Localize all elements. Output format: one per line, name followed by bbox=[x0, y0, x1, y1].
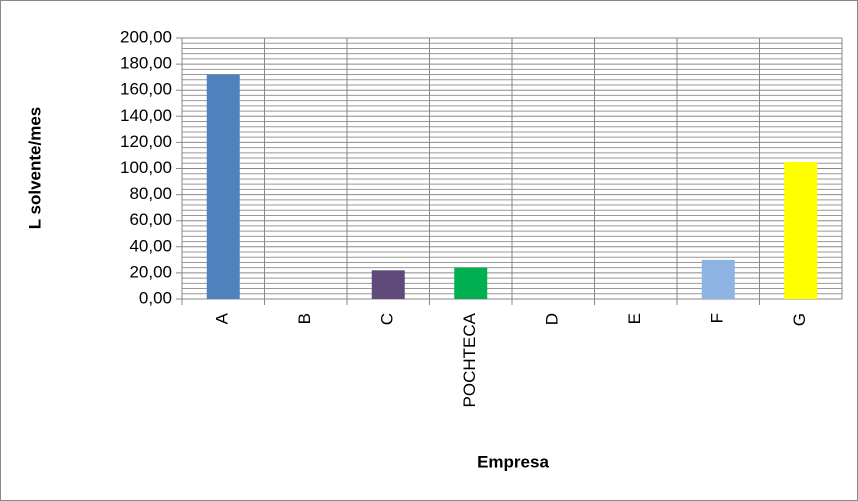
x-tick-label: A bbox=[213, 312, 232, 324]
y-tick-label: 60,00 bbox=[129, 210, 172, 229]
y-tick-label: 20,00 bbox=[129, 262, 172, 281]
x-tick-label: C bbox=[378, 313, 397, 325]
x-tick-label: B bbox=[295, 313, 314, 324]
y-tick-label: 180,00 bbox=[120, 54, 172, 73]
x-tick-label: POCHTECA bbox=[460, 312, 479, 407]
y-axis-title: L solvente/mes bbox=[25, 107, 44, 230]
x-axis-title: Empresa bbox=[477, 452, 549, 471]
bar bbox=[701, 259, 735, 299]
y-tick-label: 100,00 bbox=[120, 158, 172, 177]
bar bbox=[206, 74, 240, 299]
x-tick-label: G bbox=[790, 313, 809, 326]
x-tick-label: D bbox=[543, 313, 562, 325]
y-tick-label: 120,00 bbox=[120, 132, 172, 151]
y-tick-label: 200,00 bbox=[120, 27, 172, 46]
y-tick-label: 0,00 bbox=[139, 288, 172, 307]
y-tick-label: 140,00 bbox=[120, 106, 172, 125]
y-tick-label: 80,00 bbox=[129, 184, 172, 203]
y-tick-label: 160,00 bbox=[120, 80, 172, 99]
bar bbox=[454, 267, 488, 299]
x-tick-label: E bbox=[625, 313, 644, 324]
y-tick-label: 40,00 bbox=[129, 236, 172, 255]
bar bbox=[371, 270, 405, 299]
bar bbox=[784, 161, 818, 299]
x-tick-label: F bbox=[708, 313, 727, 323]
